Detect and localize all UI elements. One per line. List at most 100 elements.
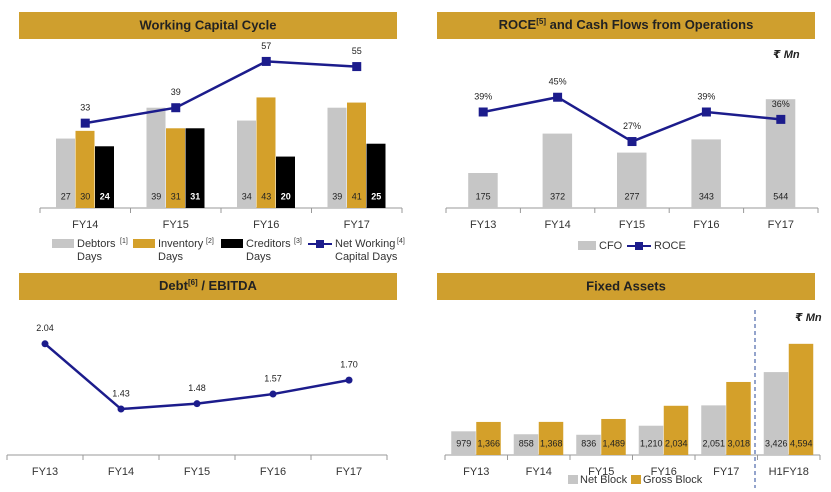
bar-value-label: 39 bbox=[151, 191, 161, 201]
bar bbox=[542, 133, 573, 208]
txt: ROCE bbox=[654, 240, 686, 252]
bar bbox=[146, 107, 166, 208]
line bbox=[482, 95, 781, 143]
bar bbox=[617, 152, 647, 208]
txt: Gross Block bbox=[643, 474, 703, 486]
line-value-label: 2.04 bbox=[36, 323, 54, 333]
note: [1] bbox=[120, 238, 128, 245]
txt: Net Working Capital Days bbox=[335, 238, 398, 263]
chart-title: Debt[6] / EBITDA bbox=[159, 278, 258, 293]
bar bbox=[538, 421, 564, 455]
bar bbox=[185, 128, 205, 208]
title-note: [5] bbox=[536, 17, 546, 26]
marker bbox=[627, 137, 637, 147]
bar-value-label: 1,366 bbox=[477, 438, 500, 448]
txt: Creditors Days bbox=[246, 238, 291, 263]
bar-value-label: 979 bbox=[456, 438, 471, 448]
line-value-label: 57 bbox=[261, 41, 271, 51]
note: [2] bbox=[206, 238, 214, 245]
txt: Debtors Days bbox=[77, 238, 116, 263]
bar-value-label: 41 bbox=[352, 191, 362, 201]
title-part: ROCE bbox=[499, 17, 537, 32]
line-value-label: 33 bbox=[80, 103, 90, 113]
txt: Net Block bbox=[580, 474, 628, 486]
bar-value-label: 343 bbox=[699, 191, 714, 201]
bar-value-label: 544 bbox=[773, 191, 788, 201]
bar bbox=[451, 431, 476, 455]
header-bar bbox=[19, 273, 397, 300]
marker bbox=[352, 62, 362, 72]
bar bbox=[75, 130, 95, 208]
sw bbox=[221, 239, 243, 248]
line-value-label: 39 bbox=[171, 87, 181, 97]
bar-value-label: 836 bbox=[581, 438, 596, 448]
note: [4] bbox=[397, 238, 405, 245]
bar-value-label: 858 bbox=[519, 438, 534, 448]
x-tick-label: FY13 bbox=[463, 466, 489, 478]
legend-item: Net Block bbox=[568, 474, 640, 492]
chart-title: Fixed Assets bbox=[586, 278, 666, 293]
title-part: / EBITDA bbox=[198, 278, 258, 293]
bar bbox=[638, 425, 664, 455]
bar bbox=[601, 418, 626, 455]
bar-value-label: 43 bbox=[261, 191, 271, 201]
txt: Inventory Days bbox=[158, 238, 204, 263]
bar-value-label: 20 bbox=[281, 191, 291, 201]
bar bbox=[701, 405, 726, 455]
sw bbox=[568, 475, 578, 484]
unit-label: ₹ Mn bbox=[795, 312, 822, 324]
x-tick-label: FY16 bbox=[693, 219, 719, 231]
bar bbox=[691, 139, 721, 208]
sw bbox=[52, 239, 74, 248]
marker bbox=[553, 92, 563, 102]
line-value-label: 36% bbox=[772, 99, 790, 109]
bar-value-label: 31 bbox=[190, 191, 200, 201]
line-value-label: 39% bbox=[697, 91, 715, 101]
bar bbox=[56, 138, 75, 208]
legend-item: ROCE bbox=[627, 240, 694, 268]
legend-item: Debtors Days [1] bbox=[52, 238, 128, 266]
sw bbox=[133, 239, 155, 248]
chart-title: ROCE[5] and Cash Flows from Operations bbox=[499, 17, 754, 32]
bar bbox=[576, 434, 601, 455]
marker bbox=[117, 405, 125, 413]
bar bbox=[726, 381, 751, 455]
bar bbox=[166, 128, 185, 208]
marker bbox=[776, 114, 786, 124]
sw bbox=[635, 242, 643, 250]
title-part: Debt bbox=[159, 278, 189, 293]
marker bbox=[345, 376, 353, 384]
legend-item: Inventory Days [2] bbox=[133, 238, 214, 266]
header-bar bbox=[19, 12, 397, 39]
x-tick-label: FY13 bbox=[470, 219, 496, 231]
bar bbox=[256, 97, 276, 208]
line-value-label: 1.57 bbox=[264, 373, 282, 383]
x-tick-label: FY16 bbox=[260, 466, 286, 478]
bar-value-label: 372 bbox=[550, 191, 565, 201]
bar-value-label: 1,368 bbox=[540, 438, 563, 448]
line-value-label: 55 bbox=[352, 46, 362, 56]
bar-value-label: 1,489 bbox=[602, 438, 625, 448]
bar-value-label: 3,018 bbox=[727, 438, 750, 448]
sw bbox=[631, 475, 641, 484]
sw bbox=[316, 240, 324, 248]
line-value-label: 27% bbox=[623, 121, 641, 131]
bar-value-label: 39 bbox=[332, 191, 342, 201]
x-tick-label: FY14 bbox=[544, 219, 570, 231]
marker bbox=[80, 118, 90, 128]
x-tick-label: H1FY18 bbox=[769, 466, 809, 478]
x-tick-label: FY16 bbox=[253, 219, 279, 231]
title-note: [6] bbox=[188, 278, 198, 287]
bar-value-label: 175 bbox=[476, 191, 491, 201]
bar bbox=[276, 156, 295, 208]
legend-item: Gross Block bbox=[631, 474, 713, 492]
line-value-label: 1.70 bbox=[340, 360, 358, 370]
unit-label: ₹ Mn bbox=[773, 49, 800, 61]
marker bbox=[171, 103, 181, 113]
bar-value-label: 2,034 bbox=[665, 438, 688, 448]
title-part: and Cash Flows from Operations bbox=[546, 17, 753, 32]
bar bbox=[513, 434, 539, 455]
bar bbox=[788, 343, 814, 455]
